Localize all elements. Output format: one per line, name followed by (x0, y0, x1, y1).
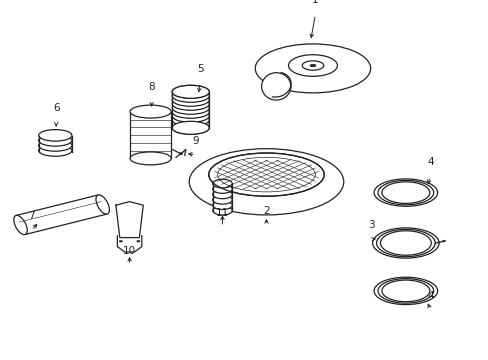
Ellipse shape (381, 182, 429, 203)
Text: 4: 4 (426, 157, 433, 167)
Ellipse shape (14, 215, 27, 235)
Ellipse shape (172, 117, 209, 130)
Ellipse shape (200, 153, 332, 210)
Text: 2: 2 (263, 206, 269, 216)
Polygon shape (16, 195, 107, 235)
Ellipse shape (260, 46, 365, 91)
Ellipse shape (377, 180, 433, 205)
Ellipse shape (172, 121, 209, 134)
Ellipse shape (373, 277, 437, 305)
Text: 3: 3 (367, 220, 374, 230)
Ellipse shape (373, 179, 437, 206)
Ellipse shape (39, 145, 72, 156)
Ellipse shape (202, 154, 330, 209)
Ellipse shape (212, 206, 232, 215)
Ellipse shape (172, 105, 209, 118)
Ellipse shape (212, 179, 232, 188)
Text: 6: 6 (53, 103, 60, 113)
Ellipse shape (172, 101, 209, 114)
Ellipse shape (172, 121, 209, 134)
Polygon shape (116, 202, 143, 238)
Ellipse shape (96, 195, 109, 214)
Ellipse shape (39, 130, 72, 141)
Ellipse shape (208, 157, 324, 207)
Ellipse shape (197, 152, 335, 211)
Ellipse shape (39, 135, 72, 146)
Ellipse shape (302, 61, 323, 70)
Ellipse shape (172, 109, 209, 122)
Ellipse shape (205, 156, 327, 208)
Ellipse shape (381, 280, 429, 302)
Ellipse shape (130, 105, 171, 118)
Text: 7: 7 (28, 211, 35, 221)
Text: 8: 8 (148, 82, 155, 92)
Ellipse shape (172, 85, 209, 98)
Ellipse shape (372, 228, 438, 258)
Ellipse shape (261, 73, 290, 100)
Ellipse shape (208, 153, 324, 196)
Ellipse shape (192, 150, 341, 214)
Ellipse shape (380, 231, 430, 255)
Ellipse shape (172, 97, 209, 110)
Ellipse shape (137, 240, 140, 242)
Text: 4: 4 (426, 291, 433, 301)
Ellipse shape (130, 152, 171, 165)
Ellipse shape (179, 153, 183, 155)
Text: 5: 5 (197, 64, 203, 74)
Ellipse shape (376, 229, 434, 257)
Ellipse shape (255, 44, 370, 93)
Ellipse shape (279, 55, 346, 82)
Ellipse shape (377, 279, 433, 303)
Ellipse shape (274, 53, 350, 84)
Ellipse shape (212, 185, 232, 193)
Ellipse shape (119, 240, 122, 242)
Ellipse shape (172, 85, 209, 98)
Ellipse shape (212, 201, 232, 210)
Ellipse shape (39, 140, 72, 151)
Ellipse shape (172, 113, 209, 126)
Text: 10: 10 (123, 246, 136, 256)
Ellipse shape (309, 64, 315, 67)
Ellipse shape (442, 240, 445, 242)
Text: 1: 1 (311, 0, 318, 5)
Ellipse shape (212, 190, 232, 199)
Ellipse shape (172, 93, 209, 106)
Ellipse shape (189, 149, 343, 215)
Text: 11: 11 (215, 208, 229, 218)
Text: 9: 9 (192, 136, 199, 146)
Ellipse shape (288, 55, 337, 76)
Ellipse shape (212, 195, 232, 204)
Ellipse shape (194, 151, 338, 213)
Ellipse shape (264, 48, 360, 89)
Ellipse shape (269, 50, 355, 86)
Ellipse shape (172, 89, 209, 102)
